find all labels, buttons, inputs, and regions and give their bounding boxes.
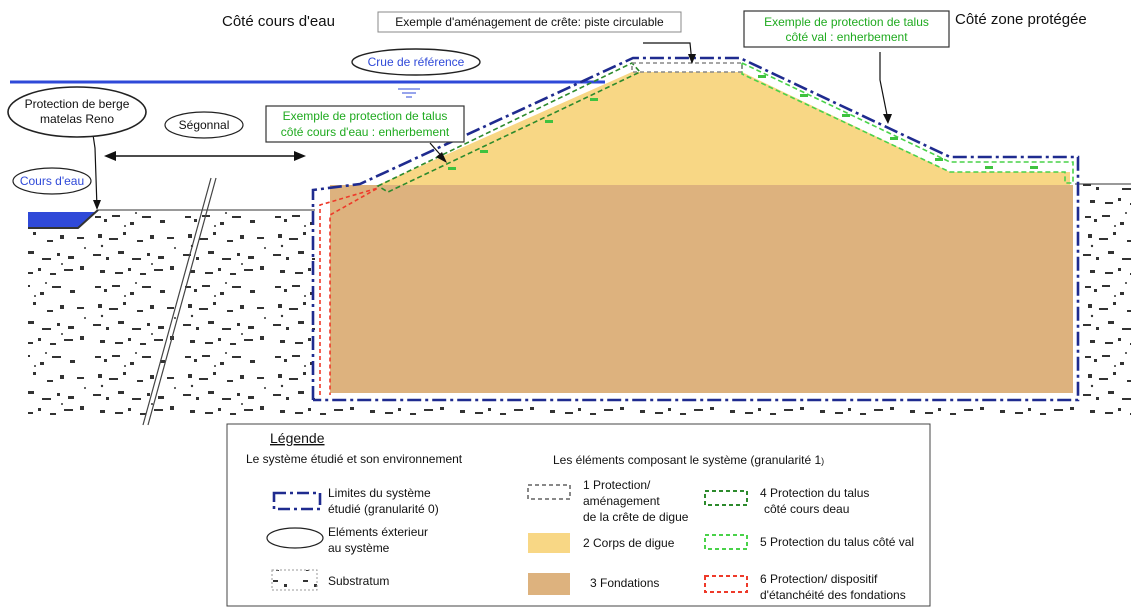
legend-item5-swatch xyxy=(704,534,748,550)
legend-item1-line1: 1 Protection/ xyxy=(583,478,651,492)
cours-eau-ellipse xyxy=(12,167,92,195)
val-slope-callout-line1: Exemple de protection de talus xyxy=(764,15,929,29)
legend-exterior-line2: au système xyxy=(328,541,390,555)
legend-item6-line2: d'étanchéité des fondations xyxy=(760,588,906,602)
legend-item3-swatch xyxy=(528,573,570,595)
legend-exterior-line1: Eléments éxterieur xyxy=(328,525,428,539)
water-slope-callout-line1: Exemple de protection de talus xyxy=(283,109,448,123)
grass-marks xyxy=(448,75,1038,170)
crest-callout-text: Exemple d'aménagement de crête: piste ci… xyxy=(395,15,664,29)
water-slope-protection xyxy=(376,62,642,193)
legend-limits-line1: Limites du système xyxy=(328,486,431,500)
legend-item4-line1: 4 Protection du talus xyxy=(760,486,869,500)
legend-title: Légende xyxy=(270,430,325,446)
crue-ellipse xyxy=(351,48,481,76)
crest-protection xyxy=(631,62,743,73)
river-water xyxy=(28,212,95,228)
legend-item2-swatch xyxy=(528,533,570,553)
water-slope-callout-box xyxy=(265,105,465,143)
legend-right-heading: Les éléments composant le système (granu… xyxy=(553,453,824,467)
water-level-symbol xyxy=(398,88,420,98)
berge-label-line1: Protection de berge xyxy=(25,97,130,111)
legend-limits-swatch xyxy=(272,491,322,511)
berge-ellipse xyxy=(7,86,147,138)
legend-left-heading: Le système étudié et son environnement xyxy=(246,452,463,466)
legend-item5-label: 5 Protection du talus côté val xyxy=(760,535,914,549)
legend-item3-label: 3 Fondations xyxy=(590,576,659,590)
berge-protection xyxy=(28,209,99,229)
legend-limits-line2: étudié (granularité 0) xyxy=(328,502,439,516)
legend-substratum-swatch xyxy=(271,569,318,591)
substratum-ground xyxy=(28,184,1131,420)
legend-item1-swatch xyxy=(527,484,571,500)
crue-label: Crue de référence xyxy=(368,55,465,69)
legend-item1-line2: aménagement xyxy=(583,494,660,508)
levee-body xyxy=(378,72,1070,185)
legend-substratum-label: Substratum xyxy=(328,574,389,588)
legend-item4-line2: côté cours deau xyxy=(764,502,849,516)
crest-callout-box xyxy=(377,11,682,33)
val-slope-callout-line2: côté val : enherbement xyxy=(785,30,908,44)
legend-exterior-swatch xyxy=(266,527,324,549)
right-side-header: Côté zone protégée xyxy=(955,11,1087,28)
val-slope-callout-box xyxy=(743,10,950,48)
legend-item2-label: 2 Corps de digue xyxy=(583,536,675,550)
foundation-layer xyxy=(330,185,1073,393)
left-side-header: Côté cours d'eau xyxy=(222,13,335,30)
legend-item1-line3: de la crête de digue xyxy=(583,510,689,524)
berge-label-line2: matelas Reno xyxy=(40,112,114,126)
segonnal-boundary xyxy=(142,177,217,426)
segonnal-ellipse xyxy=(164,111,244,139)
water-slope-callout-line2: côté cours d'eau : enherbement xyxy=(281,125,450,139)
segonnal-label: Ségonnal xyxy=(179,118,230,132)
segonnal-arrow xyxy=(104,151,306,161)
seal-protection xyxy=(319,187,379,395)
system-limit xyxy=(311,56,1080,402)
legend-item4-swatch xyxy=(704,490,748,506)
legend-item6-line1: 6 Protection/ dispositif xyxy=(760,572,878,586)
legend-box xyxy=(226,423,931,607)
cours-eau-label: Cours d'eau xyxy=(20,174,84,188)
legend-item6-swatch xyxy=(704,575,748,593)
